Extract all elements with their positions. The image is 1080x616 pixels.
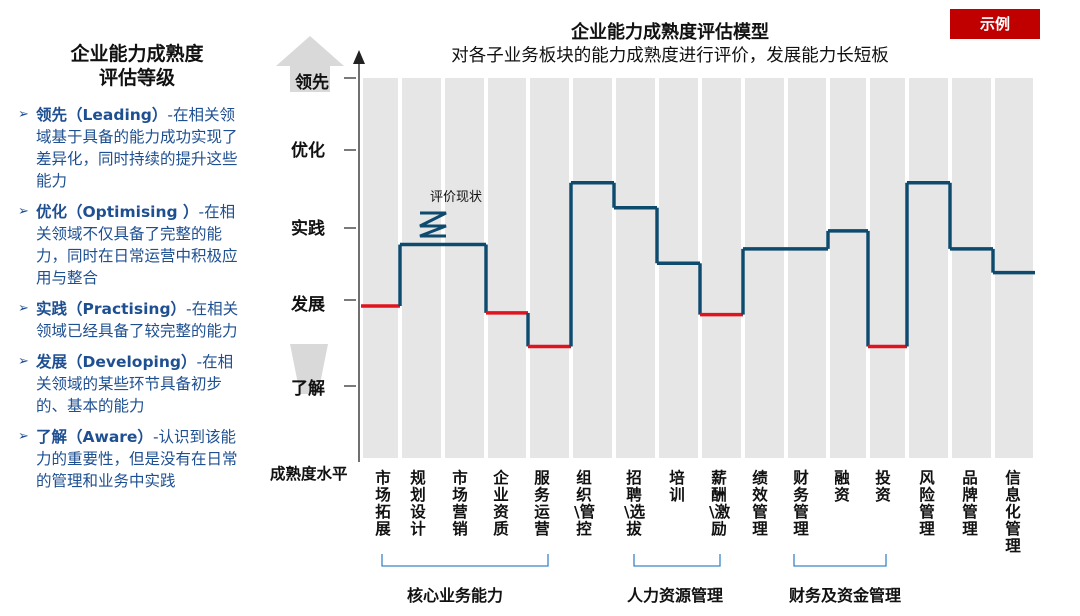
level-desc: -在相关领域的某些环节具备初步的、基本的能力 (36, 353, 234, 415)
category-label: 招聘\选拔 (624, 469, 646, 538)
column-band (659, 78, 698, 458)
level-desc: -在相关领域基于具备的能力成功实现了差异化，同时持续的提升这些能力 (36, 106, 238, 190)
arrow-bullet-icon: ➢ (18, 204, 29, 219)
category-label: 规划设计 (410, 469, 426, 538)
category-label: 薪酬\激励 (709, 469, 731, 538)
column-band (909, 78, 948, 458)
y-axis (344, 50, 365, 462)
y-level-label: 领先 (295, 73, 329, 93)
category-label: 绩效管理 (752, 469, 768, 538)
maturity-level-list: ➢ 领先（Leading）-在相关领域基于具备的能力成功实现了差异化，同时持续的… (18, 104, 240, 501)
level-indicator-shapes (276, 36, 344, 394)
current-status-annotation: 评价现状 (430, 190, 483, 205)
level-desc: -在相关领域不仅具备了完整的能力，同时在日常运营中积极应用与整合 (36, 203, 238, 287)
chart-subtitle: 对各子业务板块的能力成熟度进行评价，发展能力长短板 (451, 46, 889, 66)
maturity-levels-title: 企业能力成熟度 评估等级 (52, 42, 222, 90)
level-name: 了解（Aware） (36, 428, 153, 446)
column-band (995, 78, 1033, 458)
y-axis-arrow-icon (353, 50, 365, 64)
group-bracket (381, 554, 549, 567)
column-band (788, 78, 826, 458)
column-band (530, 78, 569, 458)
column-band (488, 78, 526, 458)
arrow-bullet-icon: ➢ (18, 301, 29, 316)
level-desc: -认识到该能力的重要性，但是没有在日常的管理和业务中实践 (36, 428, 238, 490)
level-item-optimising: ➢ 优化（Optimising ）-在相关领域不仅具备了完整的能力，同时在日常运… (18, 201, 240, 289)
category-label: 服务运营 (534, 469, 550, 538)
level-item-aware: ➢ 了解（Aware）-认识到该能力的重要性，但是没有在日常的管理和业务中实践 (18, 426, 240, 492)
arrow-bullet-icon: ➢ (18, 429, 29, 444)
y-level-label: 优化 (291, 141, 325, 161)
y-axis-name: 成熟度水平 (270, 465, 348, 483)
category-label: 培训 (669, 469, 685, 504)
y-level-label: 实践 (291, 219, 325, 239)
annotation-zigzag-icon (419, 211, 447, 238)
category-label: 组织\管控 (574, 469, 596, 538)
category-label: 信息化管理 (1005, 469, 1021, 555)
level-name: 发展（Developing） (36, 353, 197, 371)
column-band (952, 78, 991, 458)
level-item-leading: ➢ 领先（Leading）-在相关领域基于具备的能力成功实现了差异化，同时持续的… (18, 104, 240, 192)
group-label-core-business: 核心业务能力 (406, 586, 503, 605)
category-label: 市场营销 (452, 469, 468, 538)
column-band (870, 78, 905, 458)
group-brackets (381, 554, 887, 567)
maturity-levels-title-line2: 评估等级 (98, 67, 175, 89)
example-badge: 示例 (950, 9, 1040, 39)
category-label: 融资 (834, 469, 850, 504)
column-band (445, 78, 484, 458)
column-band (573, 78, 612, 458)
column-band (616, 78, 655, 458)
category-label: 投资 (875, 469, 891, 504)
column-bands (363, 78, 1033, 458)
column-band (363, 78, 398, 458)
chart-title: 企业能力成熟度评估模型 (571, 22, 769, 43)
category-label: 财务管理 (793, 469, 809, 538)
level-name: 优化（Optimising ） (36, 203, 199, 221)
level-name: 实践（Practising） (36, 300, 187, 318)
level-desc: -在相关领域已经具备了较完整的能力 (36, 300, 239, 340)
y-level-label: 了解 (291, 379, 325, 399)
column-band (702, 78, 741, 458)
level-name: 领先（Leading） (36, 106, 168, 124)
category-label: 市场拓展 (375, 469, 391, 538)
down-trapezoid-shape-icon (290, 344, 328, 394)
up-arrow-shape-icon (276, 36, 344, 92)
category-label: 企业资质 (493, 469, 509, 538)
column-band (402, 78, 441, 458)
category-label: 品牌管理 (962, 469, 978, 538)
category-label: 风险管理 (919, 469, 935, 538)
arrow-bullet-icon: ➢ (18, 354, 29, 369)
level-item-developing: ➢ 发展（Developing）-在相关领域的某些环节具备初步的、基本的能力 (18, 351, 240, 417)
level-item-practising: ➢ 实践（Practising）-在相关领域已经具备了较完整的能力 (18, 298, 240, 342)
maturity-step-line (361, 181, 1035, 349)
column-band (745, 78, 784, 458)
group-label-hr: 人力资源管理 (626, 586, 723, 605)
group-bracket (793, 554, 887, 567)
group-label-finance: 财务及资金管理 (788, 586, 901, 605)
group-bracket (633, 554, 721, 567)
arrow-bullet-icon: ➢ (18, 107, 29, 122)
y-level-label: 发展 (291, 295, 325, 315)
maturity-levels-title-line1: 企业能力成熟度 (70, 43, 204, 65)
column-band (830, 78, 866, 458)
